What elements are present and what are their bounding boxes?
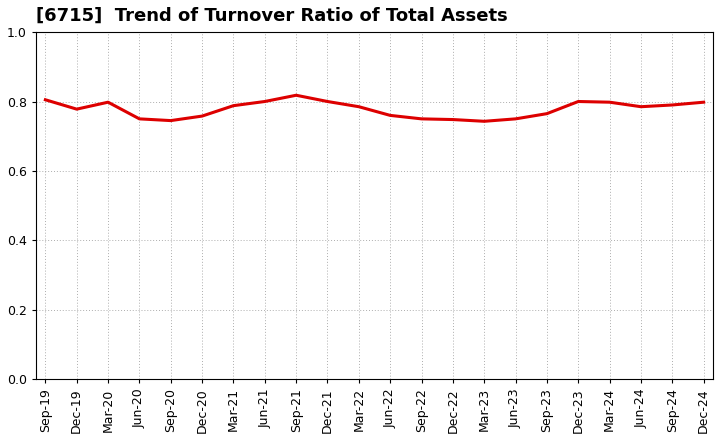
Text: [6715]  Trend of Turnover Ratio of Total Assets: [6715] Trend of Turnover Ratio of Total … bbox=[36, 7, 508, 25]
